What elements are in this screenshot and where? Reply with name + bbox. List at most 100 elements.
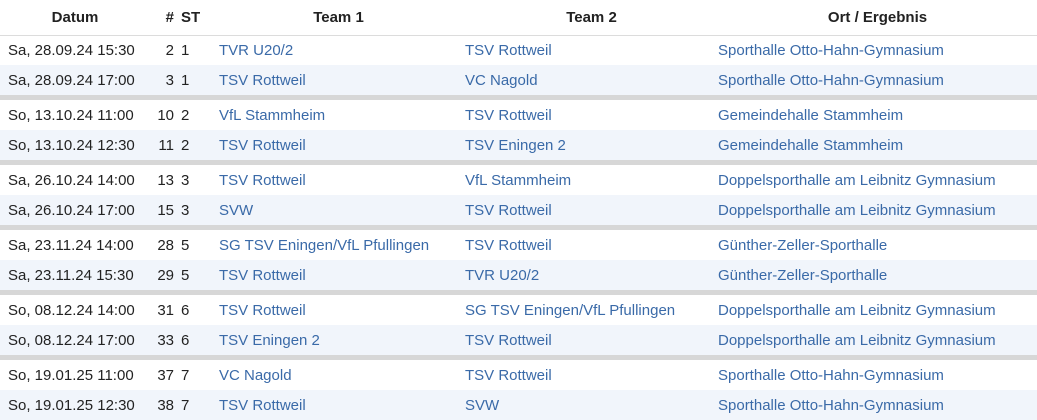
- table-row: So, 13.10.24 11:00 10 2 VfL Stammheim TSV Ro…: [0, 100, 1037, 130]
- location-link[interactable]: Sporthalle Otto-Hahn-Gymnasium: [718, 35, 1037, 65]
- round-separator-cell: [0, 225, 1037, 230]
- table-row: Sa, 28.09.24 17:00 3 1 TSV Rottweil VC Nagol…: [0, 65, 1037, 95]
- date-cell: So, 13.10.24 11:00: [0, 100, 150, 130]
- table-body: Sa, 28.09.24 15:30 2 1 TVR U20/2 TSV Rottwei…: [0, 35, 1037, 420]
- team1-link[interactable]: TSV Rottweil: [212, 390, 465, 420]
- st-cell: 3: [180, 165, 212, 195]
- match-number-cell: 31: [150, 295, 180, 325]
- location-link[interactable]: Günther-Zeller-Sporthalle: [718, 260, 1037, 290]
- st-cell: 1: [180, 65, 212, 95]
- st-cell: 1: [180, 35, 212, 65]
- round-separator: [0, 160, 1037, 165]
- st-cell: 7: [180, 390, 212, 420]
- st-cell: 5: [180, 260, 212, 290]
- table-row: Sa, 26.10.24 17:00 15 3 SVW TSV Rottweil Dopp…: [0, 195, 1037, 225]
- match-number-cell: 37: [150, 360, 180, 390]
- header-number[interactable]: #: [150, 0, 180, 36]
- match-number-cell: 28: [150, 230, 180, 260]
- team1-link[interactable]: TSV Rottweil: [212, 165, 465, 195]
- table-row: Sa, 23.11.24 14:00 28 5 SG TSV Eningen/VfL …: [0, 230, 1037, 260]
- team2-link[interactable]: TVR U20/2: [465, 260, 718, 290]
- table-row: Sa, 23.11.24 15:30 29 5 TSV Rottweil TVR U20…: [0, 260, 1037, 290]
- team1-link[interactable]: VfL Stammheim: [212, 100, 465, 130]
- team1-link[interactable]: SVW: [212, 195, 465, 225]
- date-cell: Sa, 26.10.24 14:00: [0, 165, 150, 195]
- match-number-cell: 3: [150, 65, 180, 95]
- date-cell: So, 08.12.24 17:00: [0, 325, 150, 355]
- match-number-cell: 11: [150, 130, 180, 160]
- round-separator-cell: [0, 95, 1037, 100]
- location-link[interactable]: Sporthalle Otto-Hahn-Gymnasium: [718, 360, 1037, 390]
- round-separator: [0, 290, 1037, 295]
- header-team2[interactable]: Team 2: [465, 0, 718, 36]
- match-number-cell: 29: [150, 260, 180, 290]
- team2-link[interactable]: VfL Stammheim: [465, 165, 718, 195]
- team2-link[interactable]: VC Nagold: [465, 65, 718, 95]
- table-row: So, 19.01.25 11:00 37 7 VC Nagold TSV Rottwe…: [0, 360, 1037, 390]
- table-row: So, 13.10.24 12:30 11 2 TSV Rottweil TSV Eni…: [0, 130, 1037, 160]
- date-cell: So, 19.01.25 11:00: [0, 360, 150, 390]
- table-row: Sa, 26.10.24 14:00 13 3 TSV Rottweil VfL Sta…: [0, 165, 1037, 195]
- date-cell: So, 19.01.25 12:30: [0, 390, 150, 420]
- location-link[interactable]: Gemeindehalle Stammheim: [718, 130, 1037, 160]
- team2-link[interactable]: TSV Rottweil: [465, 230, 718, 260]
- team2-link[interactable]: TSV Rottweil: [465, 195, 718, 225]
- location-link[interactable]: Gemeindehalle Stammheim: [718, 100, 1037, 130]
- match-number-cell: 15: [150, 195, 180, 225]
- team2-link[interactable]: TSV Rottweil: [465, 360, 718, 390]
- team1-link[interactable]: TSV Rottweil: [212, 130, 465, 160]
- team1-link[interactable]: SG TSV Eningen/VfL Pfullingen: [212, 230, 465, 260]
- round-separator: [0, 225, 1037, 230]
- st-cell: 2: [180, 130, 212, 160]
- date-cell: Sa, 28.09.24 15:30: [0, 35, 150, 65]
- st-cell: 7: [180, 360, 212, 390]
- team1-link[interactable]: TSV Rottweil: [212, 295, 465, 325]
- team1-link[interactable]: TSV Rottweil: [212, 65, 465, 95]
- table-header-row: Datum # ST Team 1 Team 2 Ort / Ergebnis: [0, 0, 1037, 36]
- header-st[interactable]: ST: [180, 0, 212, 36]
- round-separator: [0, 355, 1037, 360]
- st-cell: 6: [180, 295, 212, 325]
- team1-link[interactable]: TSV Rottweil: [212, 260, 465, 290]
- location-link[interactable]: Doppelsporthalle am Leibnitz Gymnasium: [718, 165, 1037, 195]
- location-link[interactable]: Doppelsporthalle am Leibnitz Gymnasium: [718, 195, 1037, 225]
- team1-link[interactable]: TVR U20/2: [212, 35, 465, 65]
- round-separator-cell: [0, 355, 1037, 360]
- match-number-cell: 38: [150, 390, 180, 420]
- location-link[interactable]: Sporthalle Otto-Hahn-Gymnasium: [718, 65, 1037, 95]
- team2-link[interactable]: TSV Rottweil: [465, 100, 718, 130]
- st-cell: 2: [180, 100, 212, 130]
- match-number-cell: 2: [150, 35, 180, 65]
- date-cell: Sa, 23.11.24 14:00: [0, 230, 150, 260]
- team1-link[interactable]: VC Nagold: [212, 360, 465, 390]
- team1-link[interactable]: TSV Eningen 2: [212, 325, 465, 355]
- match-number-cell: 33: [150, 325, 180, 355]
- round-separator: [0, 95, 1037, 100]
- st-cell: 3: [180, 195, 212, 225]
- match-number-cell: 13: [150, 165, 180, 195]
- location-link[interactable]: Sporthalle Otto-Hahn-Gymnasium: [718, 390, 1037, 420]
- header-date[interactable]: Datum: [0, 0, 150, 36]
- team2-link[interactable]: SG TSV Eningen/VfL Pfullingen: [465, 295, 718, 325]
- date-cell: So, 08.12.24 14:00: [0, 295, 150, 325]
- header-location[interactable]: Ort / Ergebnis: [718, 0, 1037, 36]
- team2-link[interactable]: TSV Rottweil: [465, 35, 718, 65]
- table-row: So, 08.12.24 14:00 31 6 TSV Rottweil SG TSV …: [0, 295, 1037, 325]
- table-row: Sa, 28.09.24 15:30 2 1 TVR U20/2 TSV Rottwei…: [0, 35, 1037, 65]
- st-cell: 6: [180, 325, 212, 355]
- table-row: So, 19.01.25 12:30 38 7 TSV Rottweil SVW Spor…: [0, 390, 1037, 420]
- location-link[interactable]: Günther-Zeller-Sporthalle: [718, 230, 1037, 260]
- location-link[interactable]: Doppelsporthalle am Leibnitz Gymnasium: [718, 295, 1037, 325]
- header-team1[interactable]: Team 1: [212, 0, 465, 36]
- table-row: So, 08.12.24 17:00 33 6 TSV Eningen 2 TSV Ro…: [0, 325, 1037, 355]
- date-cell: So, 13.10.24 12:30: [0, 130, 150, 160]
- date-cell: Sa, 26.10.24 17:00: [0, 195, 150, 225]
- team2-link[interactable]: TSV Eningen 2: [465, 130, 718, 160]
- round-separator-cell: [0, 290, 1037, 295]
- date-cell: Sa, 23.11.24 15:30: [0, 260, 150, 290]
- team2-link[interactable]: SVW: [465, 390, 718, 420]
- team2-link[interactable]: TSV Rottweil: [465, 325, 718, 355]
- round-separator-cell: [0, 160, 1037, 165]
- location-link[interactable]: Doppelsporthalle am Leibnitz Gymnasium: [718, 325, 1037, 355]
